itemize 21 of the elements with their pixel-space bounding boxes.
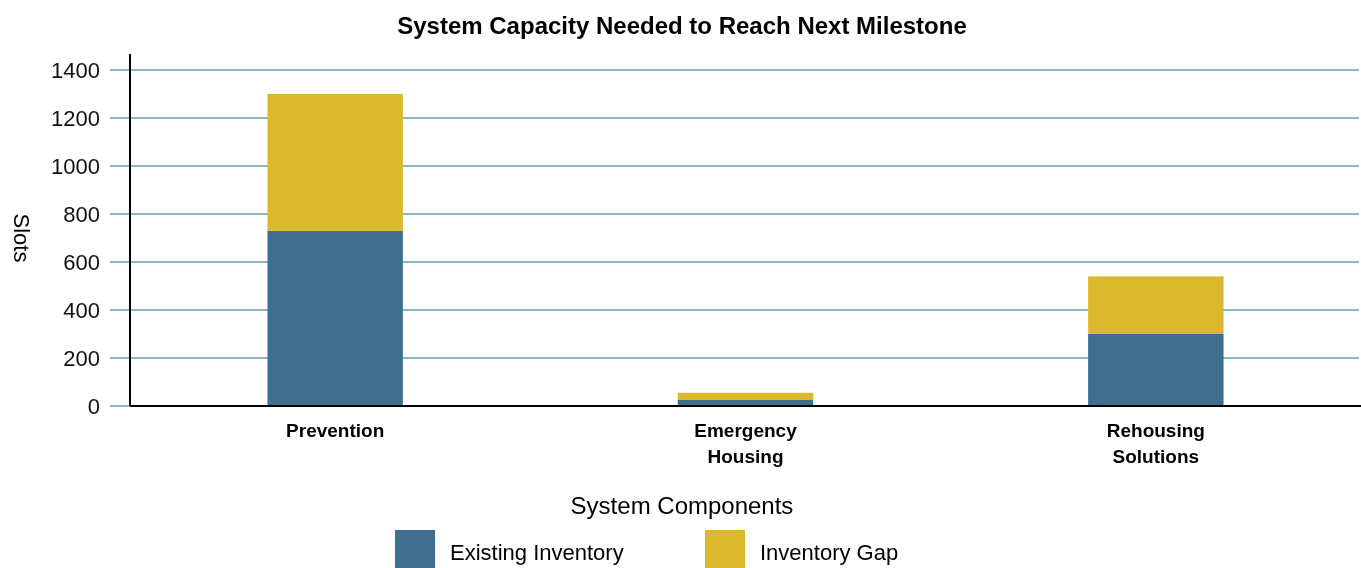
bar [267, 230, 403, 406]
y-tick-label: 200 [63, 345, 100, 371]
bar [1088, 276, 1224, 334]
x-tick-label: Emergency Housing [694, 420, 798, 467]
y-axis-title: Slots [9, 213, 35, 263]
legend-label: Inventory Gap [760, 539, 899, 565]
chart-title: System Capacity Needed to Reach Next Milestone [397, 12, 967, 39]
bar [267, 94, 403, 231]
x-tick-label: Prevention [286, 420, 385, 441]
legend-title: System Components [570, 492, 794, 519]
bar [677, 392, 814, 400]
legend-label: Existing Inventory [450, 539, 624, 565]
y-tick-label: 800 [63, 201, 100, 227]
y-tick-label: 1200 [51, 105, 100, 131]
y-tick-label: 1000 [51, 153, 100, 179]
y-tick-label: 0 [87, 393, 100, 419]
x-tick-label: Rehousing Solutions [1106, 420, 1205, 467]
y-tick-label: 400 [63, 297, 100, 323]
y-tick-label: 600 [63, 249, 100, 275]
y-tick-label: 1400 [51, 57, 100, 83]
bar [1088, 334, 1224, 406]
